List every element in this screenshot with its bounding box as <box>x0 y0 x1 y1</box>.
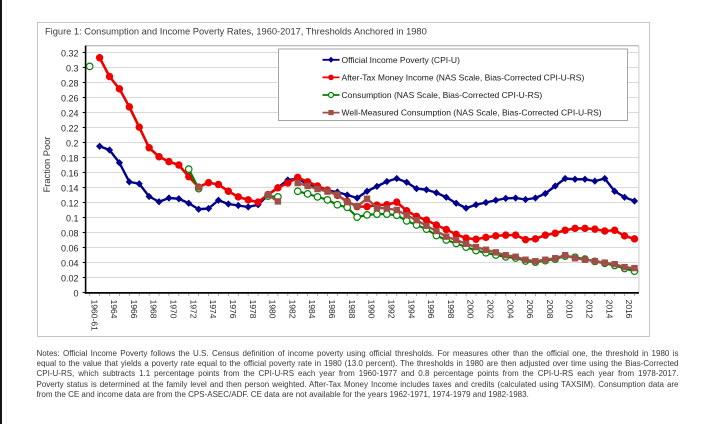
svg-text:2004: 2004 <box>505 300 515 319</box>
svg-text:1974: 1974 <box>208 300 218 319</box>
svg-text:Well-Measured Consumption (NAS: Well-Measured Consumption (NAS Scale, Bi… <box>342 108 602 118</box>
svg-text:0.16: 0.16 <box>61 168 79 178</box>
svg-text:0.3: 0.3 <box>66 63 79 73</box>
svg-text:1968: 1968 <box>149 300 159 319</box>
svg-text:1998: 1998 <box>446 300 456 319</box>
svg-text:2000: 2000 <box>466 300 476 319</box>
svg-text:1984: 1984 <box>307 300 317 319</box>
svg-text:1992: 1992 <box>386 300 396 319</box>
svg-text:0.24: 0.24 <box>61 108 79 118</box>
svg-text:Official Income Poverty (CPI-U: Official Income Poverty (CPI-U) <box>342 55 461 65</box>
svg-text:0.1: 0.1 <box>66 213 79 223</box>
svg-text:1990: 1990 <box>367 300 377 319</box>
svg-text:0.32: 0.32 <box>61 48 79 58</box>
svg-text:0.14: 0.14 <box>61 183 79 193</box>
svg-text:2014: 2014 <box>604 300 614 319</box>
svg-text:1966: 1966 <box>129 300 139 319</box>
svg-text:2010: 2010 <box>565 300 575 319</box>
svg-text:1988: 1988 <box>347 300 357 319</box>
svg-text:0.12: 0.12 <box>61 198 79 208</box>
svg-text:1982: 1982 <box>287 300 297 319</box>
svg-text:1980: 1980 <box>268 300 278 319</box>
svg-text:1978: 1978 <box>248 300 258 319</box>
svg-text:1972: 1972 <box>188 300 198 319</box>
svg-text:0.26: 0.26 <box>61 93 79 103</box>
svg-text:0.06: 0.06 <box>61 243 79 253</box>
svg-text:Fraction Poor: Fraction Poor <box>42 137 52 193</box>
svg-text:1960-61: 1960-61 <box>89 300 99 331</box>
svg-text:0: 0 <box>73 288 78 298</box>
svg-text:1986: 1986 <box>327 300 337 319</box>
svg-text:0.04: 0.04 <box>61 258 79 268</box>
svg-text:1970: 1970 <box>169 300 179 319</box>
svg-text:2008: 2008 <box>545 300 555 319</box>
svg-text:Consumption (NAS Scale, Bias-C: Consumption (NAS Scale, Bias-Corrected C… <box>342 90 543 100</box>
svg-text:1976: 1976 <box>228 300 238 319</box>
svg-text:2016: 2016 <box>624 300 634 319</box>
svg-text:1994: 1994 <box>406 300 416 319</box>
svg-text:1964: 1964 <box>109 300 119 319</box>
svg-text:0.18: 0.18 <box>61 153 79 163</box>
svg-text:2012: 2012 <box>585 300 595 319</box>
svg-text:0.08: 0.08 <box>61 228 79 238</box>
svg-text:Figure 1: Consumption and Inco: Figure 1: Consumption and Income Poverty… <box>45 26 427 36</box>
svg-text:After-Tax Money Income (NAS Sc: After-Tax Money Income (NAS Scale, Bias-… <box>342 72 585 82</box>
svg-text:0.2: 0.2 <box>66 138 79 148</box>
svg-text:2002: 2002 <box>486 300 496 319</box>
svg-text:0.22: 0.22 <box>61 123 79 133</box>
svg-text:2006: 2006 <box>525 300 535 319</box>
svg-text:0.02: 0.02 <box>61 273 79 283</box>
svg-text:0.28: 0.28 <box>61 78 79 88</box>
svg-text:1996: 1996 <box>426 300 436 319</box>
